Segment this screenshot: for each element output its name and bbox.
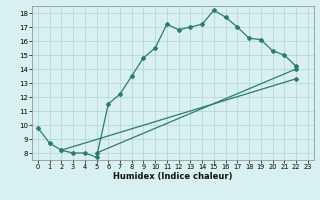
X-axis label: Humidex (Indice chaleur): Humidex (Indice chaleur) [113, 172, 233, 181]
